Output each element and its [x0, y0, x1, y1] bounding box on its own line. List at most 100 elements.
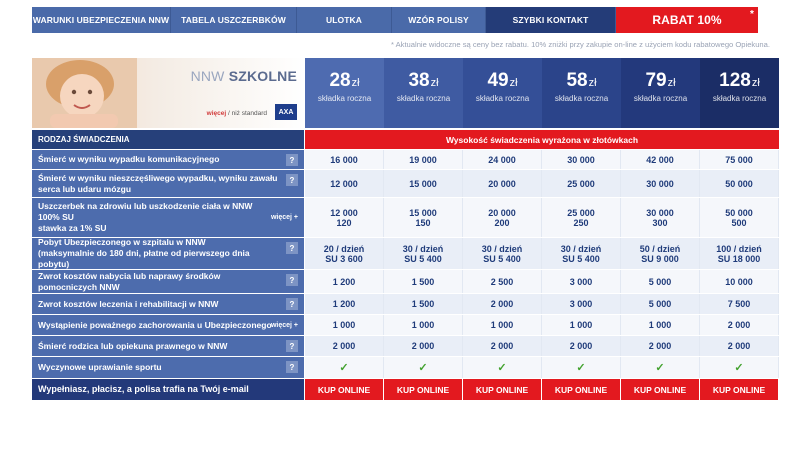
more-link[interactable]: więcej +	[270, 214, 298, 221]
buy-online-button[interactable]: KUP ONLINE	[621, 379, 700, 400]
price-label: składka roczna	[317, 94, 372, 103]
benefit-cell: 2 000	[463, 336, 542, 356]
benefit-cell: 50 000	[700, 170, 779, 197]
benefit-value-secondary: 500	[731, 217, 747, 228]
table-row: Wyczynowe uprawianie sportu? ✓ ✓ ✓ ✓ ✓ ✓	[32, 357, 779, 379]
discount-label: RABAT 10%	[652, 13, 722, 27]
header-label: RODZAJ ŚWIADCZENIA	[32, 130, 305, 149]
table-header: RODZAJ ŚWIADCZENIA Wysokość świadczenia …	[32, 130, 779, 150]
benefit-cell: 30 / dzień SU 5 400	[463, 238, 542, 269]
benefit-cell: 24 000	[463, 150, 542, 169]
benefit-cell: 2 000	[700, 315, 779, 335]
nav-leaflet[interactable]: ULOTKA	[297, 7, 392, 33]
table-footer: Wypełniasz, płacisz, a polisa trafia na …	[32, 379, 779, 401]
row-label-text: Zwrot kosztów leczenia i rehabilitacji w…	[38, 298, 219, 309]
price-amount: 28zł	[305, 71, 384, 93]
benefit-value-secondary: 300	[652, 217, 668, 228]
benefit-cell: 1 000	[305, 315, 384, 335]
benefit-cell: 30 / dzień SU 5 400	[384, 238, 463, 269]
benefit-cell: 12 000 120	[305, 198, 384, 237]
nav-terms[interactable]: WARUNKI UBEZPIECZENIA NNW	[32, 7, 171, 33]
benefit-cell: 30 000	[621, 170, 700, 197]
help-icon[interactable]: ?	[286, 340, 298, 352]
benefit-value: 25 000	[567, 207, 595, 218]
benefit-cell: 3 000	[542, 270, 621, 293]
buy-online-button[interactable]: KUP ONLINE	[305, 379, 384, 400]
price-note: * Aktualnie widoczne są ceny bez rabatu.…	[390, 40, 770, 49]
price-column[interactable]: 58zł składka roczna	[542, 58, 621, 128]
price-currency: zł	[667, 77, 676, 89]
row-label: Wystąpienie poważnego zachorowania u Ube…	[32, 315, 305, 335]
buy-online-button[interactable]: KUP ONLINE	[542, 379, 621, 400]
benefit-value: 100 / dzień	[716, 243, 762, 254]
price-value: 58	[566, 70, 588, 91]
product-title-light: NNW	[190, 68, 225, 84]
benefit-cell: 15 000	[384, 170, 463, 197]
table-row: Śmierć rodzica lub opiekuna prawnego w N…	[32, 336, 779, 357]
brand-tagline-b: / niż standard	[227, 110, 267, 117]
nav-injury-table[interactable]: TABELA USZCZERBKÓW	[171, 7, 297, 33]
help-icon[interactable]: ?	[286, 274, 298, 286]
buy-online-button[interactable]: KUP ONLINE	[463, 379, 542, 400]
price-column[interactable]: 128zł składka roczna	[700, 58, 779, 128]
help-icon[interactable]: ?	[286, 298, 298, 310]
price-amount: 58zł	[542, 71, 621, 93]
benefit-cell: 1 500	[384, 270, 463, 293]
benefit-cell: 12 000	[305, 170, 384, 197]
benefit-cell: 19 000	[384, 150, 463, 169]
price-currency: zł	[351, 77, 360, 89]
price-column[interactable]: 79zł składka roczna	[621, 58, 700, 128]
check-icon: ✓	[576, 361, 586, 374]
price-column[interactable]: 28zł składka roczna	[305, 58, 384, 128]
row-label-text: Zwrot kosztów nabycia lub naprawy środkó…	[38, 270, 221, 292]
benefit-cell: 25 000 250	[542, 198, 621, 237]
brand-tagline: więcej / niż standard	[207, 110, 267, 117]
nav-discount[interactable]: RABAT 10% *	[616, 7, 758, 33]
benefit-cell: 2 000	[700, 336, 779, 356]
help-icon[interactable]: ?	[286, 361, 298, 373]
nav-policy-sample[interactable]: WZÓR POLISY	[392, 7, 486, 33]
product-title: NNW SZKOLNE	[191, 68, 297, 84]
buy-online-button[interactable]: KUP ONLINE	[700, 379, 779, 400]
benefit-cell: 42 000	[621, 150, 700, 169]
table-row: Uszczerbek na zdrowiu lub uszkodzenie ci…	[32, 198, 779, 238]
price-column[interactable]: 49zł składka roczna	[463, 58, 542, 128]
benefit-cell: 30 / dzień SU 5 400	[542, 238, 621, 269]
help-icon[interactable]: ?	[286, 174, 298, 186]
more-link[interactable]: więcej +	[270, 321, 298, 329]
benefit-value: 20 / dzień	[323, 243, 365, 254]
nav-quick-contact[interactable]: SZYBKI KONTAKT	[486, 7, 616, 33]
help-icon[interactable]: ?	[286, 242, 298, 254]
benefit-cell: 2 000	[463, 294, 542, 314]
benefit-cell: ✓	[384, 357, 463, 378]
benefit-value: 50 000	[725, 207, 753, 218]
benefit-cell: 5 000	[621, 270, 700, 293]
benefit-value-secondary: SU 5 400	[562, 253, 600, 264]
row-label: Zwrot kosztów nabycia lub naprawy środkó…	[32, 270, 305, 293]
price-label: składka roczna	[554, 94, 609, 103]
benefit-cell: 15 000 150	[384, 198, 463, 237]
check-icon: ✓	[655, 361, 665, 374]
row-label: Wyczynowe uprawianie sportu?	[32, 357, 305, 378]
benefit-cell: 2 500	[463, 270, 542, 293]
benefit-cell: 16 000	[305, 150, 384, 169]
buy-online-button[interactable]: KUP ONLINE	[384, 379, 463, 400]
table-row: Śmierć w wyniku wypadku komunikacyjnego?…	[32, 150, 779, 170]
brand-tagline-a: więcej	[206, 110, 227, 117]
row-label: Pobyt Ubezpieczonego w szpitalu w NNW (ma…	[32, 237, 305, 269]
price-column[interactable]: 38zł składka roczna	[384, 58, 463, 128]
benefit-cell: 5 000	[621, 294, 700, 314]
benefit-value-secondary: SU 3 600	[325, 253, 363, 264]
benefit-cell: 1 000	[621, 315, 700, 335]
row-label-text: Wyczynowe uprawianie sportu	[38, 362, 162, 372]
price-amount: 128zł	[700, 71, 779, 93]
benefit-cell: 2 000	[384, 336, 463, 356]
benefit-value: 50 / dzień	[639, 243, 681, 254]
table-row: Zwrot kosztów nabycia lub naprawy środkó…	[32, 270, 779, 294]
help-icon[interactable]: ?	[286, 154, 298, 166]
benefit-cell: 30 000 300	[621, 198, 700, 237]
price-currency: zł	[509, 77, 518, 89]
benefit-cell: 50 000 500	[700, 198, 779, 237]
benefit-cell: 3 000	[542, 294, 621, 314]
footer-label: Wypełniasz, płacisz, a polisa trafia na …	[32, 379, 305, 400]
